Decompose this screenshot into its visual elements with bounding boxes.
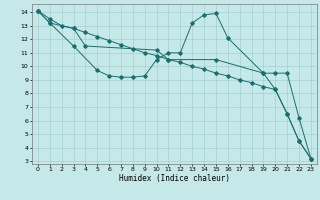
X-axis label: Humidex (Indice chaleur): Humidex (Indice chaleur)	[119, 174, 230, 183]
